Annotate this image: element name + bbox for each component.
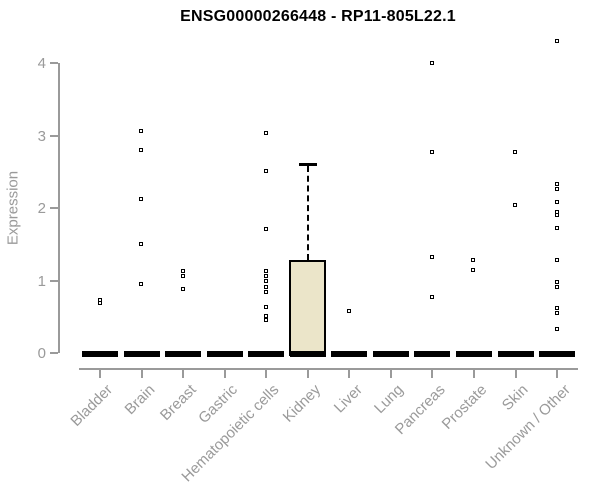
outlier-point <box>429 254 434 259</box>
outlier-point <box>180 274 185 279</box>
median-zero-bar <box>165 351 202 357</box>
median-zero-bar <box>82 351 118 357</box>
outlier-point <box>180 269 185 274</box>
whisker-line <box>306 166 309 261</box>
outlier-point <box>554 186 559 191</box>
box-iqr <box>289 260 327 356</box>
outlier-point <box>263 168 268 173</box>
y-tick-label: 1 <box>37 272 46 290</box>
x-tick-label: Breast <box>156 381 200 424</box>
outlier-point <box>471 258 476 263</box>
y-tick-label: 0 <box>37 345 46 362</box>
x-axis-tick <box>140 370 143 378</box>
outlier-point <box>139 147 144 152</box>
median-zero-bar <box>206 351 243 357</box>
outlier-point <box>554 327 559 332</box>
outlier-point <box>180 287 185 292</box>
outlier-point <box>554 39 559 44</box>
y-tick-label: 4 <box>37 55 46 72</box>
x-axis-tick <box>306 370 309 378</box>
outlier-point <box>554 213 559 218</box>
outlier-point <box>263 317 268 322</box>
x-tick-label: Skin <box>499 381 532 414</box>
y-axis-tick <box>50 207 58 209</box>
x-axis-tick <box>182 370 185 378</box>
outlier-point <box>554 182 559 187</box>
outlier-point <box>554 257 559 262</box>
median-zero-bar <box>414 351 451 357</box>
outlier-point <box>554 305 559 310</box>
x-tick-label: Liver <box>330 381 366 417</box>
outlier-point <box>554 284 559 289</box>
y-tick-label: 2 <box>37 200 46 217</box>
outlier-point <box>139 282 144 287</box>
outlier-point <box>97 301 102 306</box>
x-tick-label: Prostate <box>438 381 491 433</box>
x-axis-tick <box>431 370 434 378</box>
x-tick-label: Lung <box>371 381 408 417</box>
outlier-point <box>263 273 268 278</box>
x-axis-tick <box>223 370 226 378</box>
median-zero-bar <box>372 351 409 357</box>
x-axis-tick <box>556 370 559 378</box>
outlier-point <box>263 284 268 289</box>
median-zero-bar <box>248 351 285 357</box>
outlier-point <box>471 267 476 272</box>
x-axis-tick <box>514 370 517 378</box>
outlier-point <box>429 149 434 154</box>
outlier-point <box>513 150 517 155</box>
outlier-point <box>429 294 434 299</box>
outlier-point <box>263 279 268 284</box>
outlier-point <box>554 209 559 214</box>
y-axis-tick <box>50 279 58 282</box>
outlier-point <box>139 241 144 246</box>
outlier-point <box>513 203 517 208</box>
outlier-point <box>429 61 434 66</box>
whisker-cap <box>298 163 317 167</box>
outlier-point <box>139 196 144 201</box>
x-tick-label: Kidney <box>279 381 325 426</box>
median-zero-bar <box>289 351 326 357</box>
x-tick-label: Brain <box>121 381 158 419</box>
x-tick-label: Bladder <box>67 381 117 430</box>
outlier-point <box>263 130 268 135</box>
x-axis-tick <box>348 370 351 378</box>
median-zero-bar <box>539 351 576 357</box>
y-tick-label: 3 <box>37 127 46 145</box>
y-axis-tick <box>50 134 58 137</box>
outlier-point <box>554 225 559 230</box>
median-zero-bar <box>331 351 368 357</box>
x-axis-line <box>79 368 579 370</box>
outlier-point <box>554 310 559 315</box>
x-axis-tick <box>472 370 475 378</box>
outlier-point <box>554 280 559 285</box>
outlier-point <box>263 314 268 319</box>
x-axis-tick <box>389 370 392 378</box>
median-zero-bar <box>497 351 534 357</box>
chart-title: ENSG00000266448 - RP11-805L22.1 <box>180 8 456 25</box>
outlier-point <box>263 227 268 232</box>
outlier-point <box>554 200 559 205</box>
median-zero-bar <box>455 351 492 357</box>
outlier-point <box>139 129 144 134</box>
y-axis-line <box>58 63 60 353</box>
outlier-point <box>263 304 268 309</box>
outlier-point <box>263 289 268 294</box>
y-axis-tick <box>50 62 58 64</box>
median-zero-bar <box>123 351 160 357</box>
x-axis-tick <box>265 370 268 378</box>
outlier-point <box>346 309 351 314</box>
outlier-point <box>263 268 268 273</box>
y-axis-tick <box>50 352 58 354</box>
x-axis-tick <box>99 370 101 378</box>
